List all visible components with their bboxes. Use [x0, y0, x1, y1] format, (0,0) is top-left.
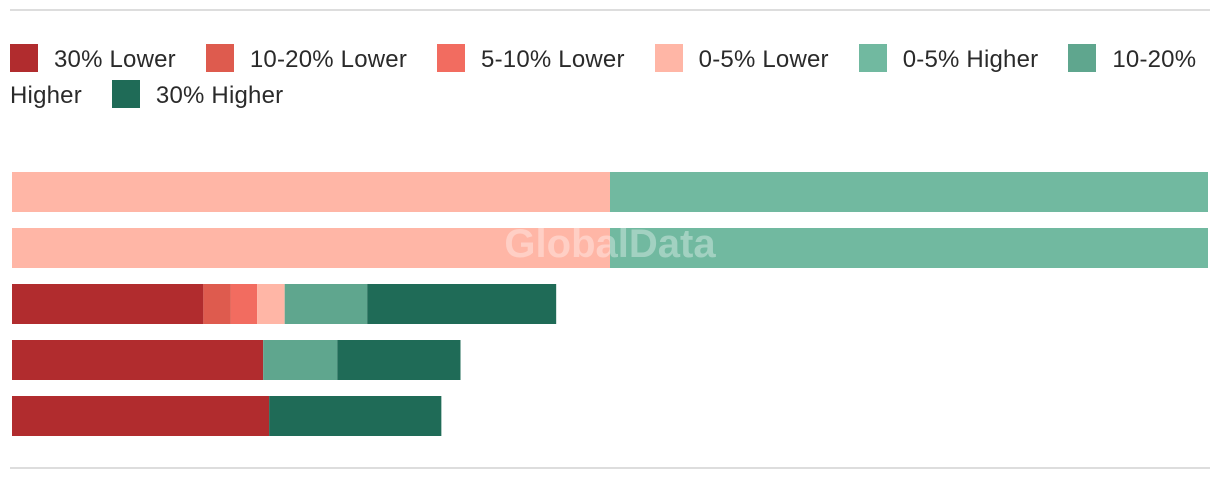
- bar-segment: [12, 284, 204, 324]
- legend-item: 5-10% Lower: [437, 44, 625, 73]
- legend-swatch: [858, 44, 887, 72]
- legend-item: 10-20% Lower: [205, 44, 408, 73]
- legend-item: 10-20% Higher: [10, 44, 1197, 109]
- bar-segment: [337, 340, 461, 380]
- legend-swatch: [10, 44, 38, 72]
- legend-label: 10-20% Lower: [249, 46, 408, 73]
- legend-label: 30% Higher: [155, 82, 284, 109]
- legend-label: 10-20% Higher: [10, 46, 1197, 109]
- legend-item: 30% Higher: [111, 80, 284, 109]
- bar-segment: [610, 228, 1208, 268]
- legend-swatch: [654, 44, 683, 72]
- legend-label: 5-10% Lower: [481, 46, 625, 73]
- bar-segment: [263, 340, 338, 380]
- bar-segment: [230, 284, 258, 324]
- legend-label: 0-5% Lower: [698, 46, 829, 73]
- bar-segment: [269, 396, 442, 436]
- bar-segment: [12, 396, 270, 436]
- legend-label: 30% Lower: [54, 46, 176, 73]
- bar-segment: [12, 340, 264, 380]
- top-divider: [10, 9, 1210, 11]
- legend-swatch: [205, 44, 234, 72]
- bar-segment: [203, 284, 231, 324]
- bar-segment: [610, 172, 1208, 212]
- bottom-divider: [10, 467, 1210, 469]
- bar-segment: [12, 228, 610, 268]
- legend-swatch: [437, 44, 466, 72]
- bar-segment: [367, 284, 557, 324]
- legend-item: 30% Lower: [10, 44, 176, 73]
- bar-segment: [284, 284, 368, 324]
- watermark-text: GlobalData: [504, 222, 716, 266]
- stacked-bar-chart: GlobalData: [12, 172, 1208, 436]
- legend-swatch: [111, 80, 140, 108]
- bar-segment: [12, 172, 610, 212]
- legend-item: 0-5% Higher: [858, 44, 1039, 73]
- legend-item: 0-5% Lower: [654, 44, 829, 73]
- bar-segment: [257, 284, 285, 324]
- legend-label: 0-5% Higher: [902, 46, 1039, 73]
- legend-swatch: [1068, 44, 1097, 72]
- chart-legend: 30% Lower 10-20% Lower 5-10% Lower 0-5% Low…: [10, 42, 1210, 114]
